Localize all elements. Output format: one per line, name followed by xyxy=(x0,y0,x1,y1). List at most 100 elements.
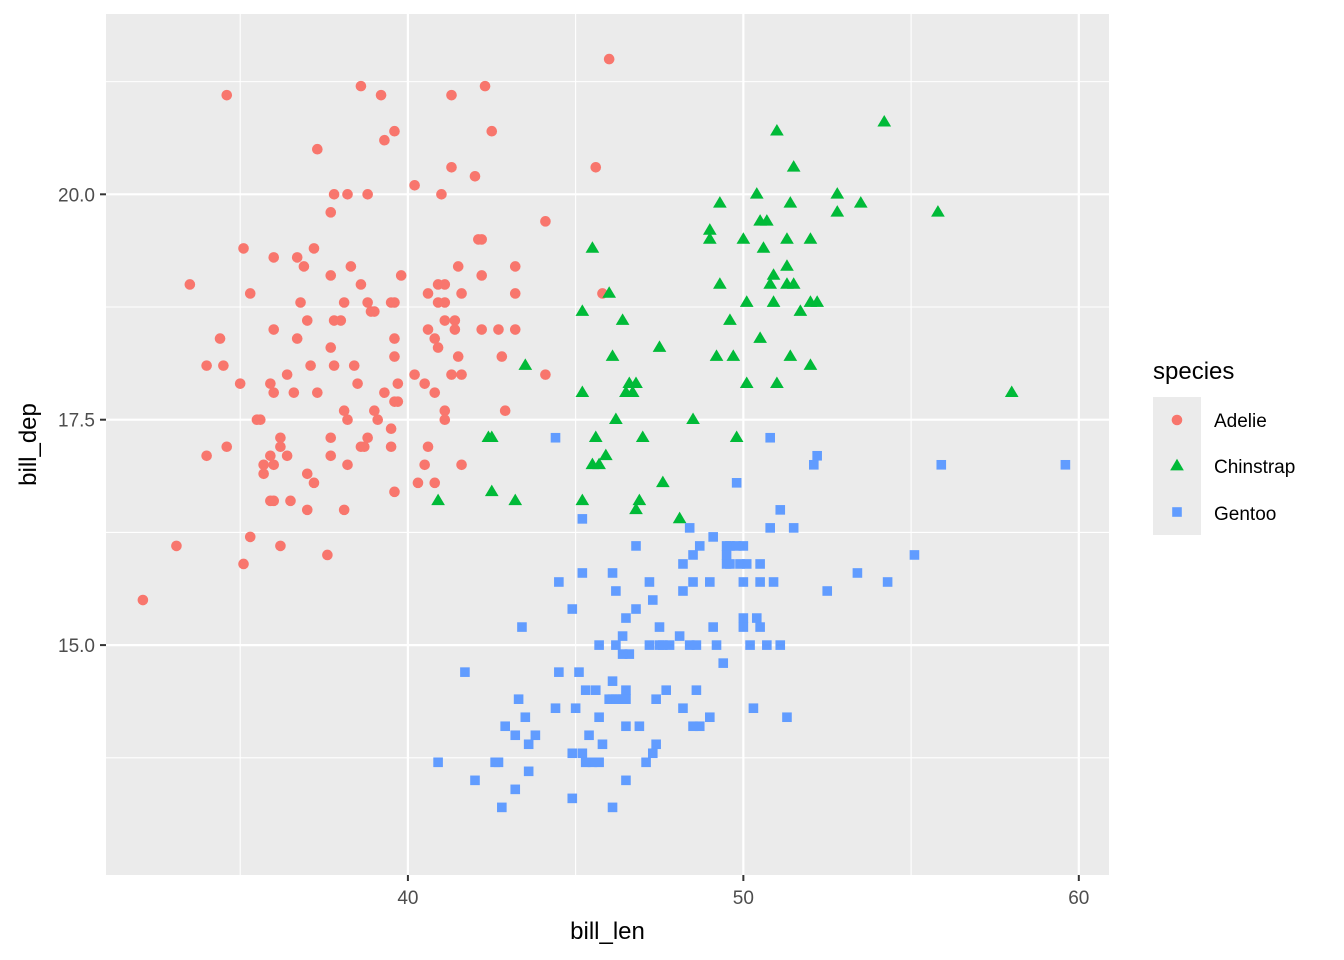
point-adelie xyxy=(429,333,441,344)
point-adelie xyxy=(258,468,269,480)
data-points xyxy=(137,53,1071,813)
point-gentoo xyxy=(513,694,524,704)
point-chinstrap xyxy=(766,295,781,307)
point-chinstrap xyxy=(702,223,717,235)
point-gentoo xyxy=(580,685,591,695)
point-adelie xyxy=(255,414,266,426)
point-adelie xyxy=(395,270,407,281)
legend-key-chinstrap xyxy=(1170,458,1184,471)
point-adelie xyxy=(439,279,451,290)
point-gentoo xyxy=(554,577,564,587)
point-chinstrap xyxy=(803,232,818,244)
point-adelie xyxy=(422,288,434,299)
point-adelie xyxy=(342,459,353,471)
point-chinstrap xyxy=(759,214,774,226)
point-adelie xyxy=(265,450,276,462)
point-adelie xyxy=(244,288,256,299)
point-gentoo xyxy=(718,658,729,668)
point-chinstrap xyxy=(1004,385,1019,397)
point-gentoo xyxy=(674,631,685,641)
point-adelie xyxy=(432,342,444,353)
point-adelie xyxy=(265,378,276,389)
point-adelie xyxy=(385,297,397,308)
point-gentoo xyxy=(617,649,628,659)
point-gentoo xyxy=(567,748,578,759)
point-gentoo xyxy=(738,541,749,551)
point-adelie xyxy=(422,441,434,453)
point-chinstrap xyxy=(635,430,650,443)
point-gentoo xyxy=(822,586,833,596)
point-gentoo xyxy=(688,577,698,587)
point-chinstrap xyxy=(686,412,700,425)
point-adelie xyxy=(446,161,457,173)
point-adelie xyxy=(214,333,226,344)
point-gentoo xyxy=(490,757,500,768)
point-gentoo xyxy=(705,577,715,587)
point-adelie xyxy=(469,170,481,182)
point-chinstrap xyxy=(602,286,617,298)
legend-label-adelie: Adelie xyxy=(1214,411,1267,432)
point-gentoo xyxy=(611,586,621,596)
point-adelie xyxy=(338,405,350,416)
point-gentoo xyxy=(631,541,641,551)
point-gentoo xyxy=(517,622,527,632)
point-gentoo xyxy=(597,739,608,750)
point-chinstrap xyxy=(766,268,781,280)
point-adelie xyxy=(385,441,397,453)
point-gentoo xyxy=(587,757,598,768)
point-adelie xyxy=(275,441,286,453)
point-gentoo xyxy=(688,550,698,560)
point-gentoo xyxy=(775,505,786,515)
point-chinstrap xyxy=(726,349,741,361)
point-gentoo xyxy=(567,604,578,614)
point-gentoo xyxy=(936,459,947,470)
point-gentoo xyxy=(550,703,561,714)
point-gentoo xyxy=(735,559,745,569)
point-adelie xyxy=(301,468,313,480)
point-adelie xyxy=(291,252,303,263)
point-chinstrap xyxy=(783,196,798,208)
point-adelie xyxy=(288,387,300,398)
legend-keys xyxy=(1170,414,1184,517)
point-chinstrap xyxy=(723,313,737,325)
point-chinstrap xyxy=(753,331,767,343)
point-adelie xyxy=(298,261,310,272)
point-adelie xyxy=(419,459,430,471)
x-axis: 40 50 60 xyxy=(397,875,1089,909)
point-adelie xyxy=(590,161,602,173)
point-gentoo xyxy=(634,721,645,732)
point-adelie xyxy=(439,414,451,426)
point-gentoo xyxy=(731,541,742,551)
point-gentoo xyxy=(738,577,749,587)
plot-panel xyxy=(106,14,1109,875)
point-gentoo xyxy=(621,775,631,786)
point-adelie xyxy=(295,297,306,308)
y-tick-label: 20.0 xyxy=(58,185,95,206)
point-gentoo xyxy=(708,622,718,632)
point-adelie xyxy=(409,369,420,380)
point-gentoo xyxy=(711,640,722,650)
point-adelie xyxy=(238,243,249,254)
point-chinstrap xyxy=(518,358,533,370)
point-gentoo xyxy=(607,568,618,578)
point-chinstrap xyxy=(598,448,613,461)
point-gentoo xyxy=(705,712,715,723)
point-chinstrap xyxy=(853,196,868,208)
x-tick-label: 50 xyxy=(733,888,754,909)
point-gentoo xyxy=(755,577,765,587)
point-gentoo xyxy=(788,523,799,533)
point-adelie xyxy=(221,89,233,101)
point-chinstrap xyxy=(729,430,744,443)
legend-title: species xyxy=(1153,358,1234,385)
point-adelie xyxy=(456,369,467,380)
x-tick-label: 40 xyxy=(397,888,418,909)
x-axis-title: bill_len xyxy=(570,918,645,945)
series-gentoo xyxy=(433,432,1071,813)
point-adelie xyxy=(281,450,293,462)
point-adelie xyxy=(342,414,353,426)
point-chinstrap xyxy=(575,304,590,316)
point-gentoo xyxy=(554,667,564,677)
point-adelie xyxy=(379,134,390,146)
point-gentoo xyxy=(882,577,893,587)
point-adelie xyxy=(449,315,461,326)
